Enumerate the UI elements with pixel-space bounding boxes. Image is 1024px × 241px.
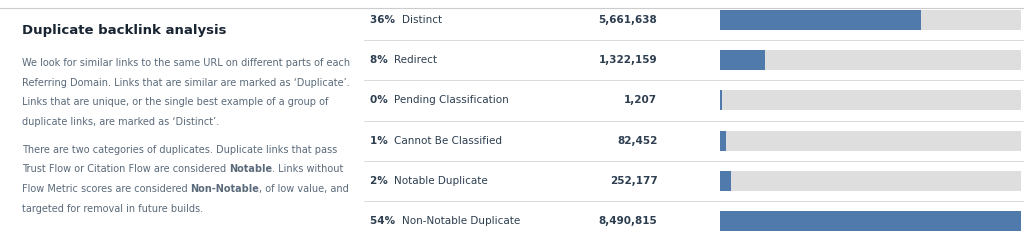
FancyBboxPatch shape [720,131,726,151]
Text: Flow Metric scores are considered: Flow Metric scores are considered [22,184,190,194]
Text: 1,322,159: 1,322,159 [599,55,657,65]
FancyBboxPatch shape [720,211,1021,231]
Text: Trust Flow or Citation Flow are considered: Trust Flow or Citation Flow are consider… [22,164,229,174]
Text: Links that are unique, or the single best example of a group of: Links that are unique, or the single bes… [22,97,328,107]
Text: , of low value, and: , of low value, and [259,184,349,194]
Text: Cannot Be Classified: Cannot Be Classified [394,136,502,146]
Text: There are two categories of duplicates. Duplicate links that pass: There are two categories of duplicates. … [22,145,337,154]
Text: Notable Duplicate: Notable Duplicate [394,176,487,186]
Text: 252,177: 252,177 [609,176,657,186]
Text: 8%: 8% [370,55,391,65]
FancyBboxPatch shape [720,10,1021,30]
Text: Pending Classification: Pending Classification [394,95,509,105]
Text: 36%: 36% [370,15,398,25]
FancyBboxPatch shape [720,171,731,191]
Text: 8,490,815: 8,490,815 [599,216,657,226]
FancyBboxPatch shape [720,131,1021,151]
Text: duplicate links, are marked as ‘Distinct’.: duplicate links, are marked as ‘Distinct… [22,117,219,127]
Text: Duplicate backlink analysis: Duplicate backlink analysis [22,24,226,37]
Text: Referring Domain. Links that are similar are marked as ‘Duplicate’.: Referring Domain. Links that are similar… [22,78,349,87]
Text: We look for similar links to the same URL on different parts of each: We look for similar links to the same UR… [22,58,350,68]
Text: 0%: 0% [370,95,391,105]
Text: 54%: 54% [370,216,399,226]
FancyBboxPatch shape [720,90,1021,110]
Text: targeted for removal in future builds.: targeted for removal in future builds. [22,204,203,214]
FancyBboxPatch shape [720,10,921,30]
FancyBboxPatch shape [720,211,1021,231]
Text: Non-Notable: Non-Notable [190,184,259,194]
FancyBboxPatch shape [720,50,765,70]
Text: Non-Notable Duplicate: Non-Notable Duplicate [402,216,521,226]
Text: 2%: 2% [370,176,391,186]
FancyBboxPatch shape [720,50,1021,70]
Text: 5,661,638: 5,661,638 [599,15,657,25]
Text: Redirect: Redirect [394,55,437,65]
Text: 1,207: 1,207 [625,95,657,105]
FancyBboxPatch shape [720,171,1021,191]
Text: . Links without: . Links without [272,164,344,174]
Text: 1%: 1% [370,136,391,146]
Text: 82,452: 82,452 [617,136,657,146]
Text: Notable: Notable [229,164,272,174]
FancyBboxPatch shape [720,90,722,110]
Text: Distinct: Distinct [402,15,442,25]
